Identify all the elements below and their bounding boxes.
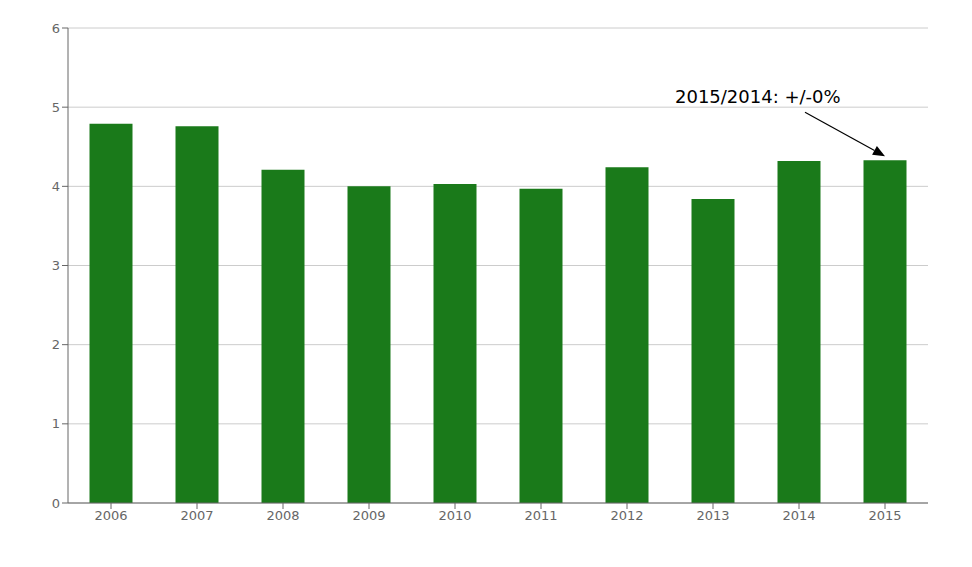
svg-text:2: 2 [52,337,60,352]
svg-text:2014: 2014 [782,508,815,523]
svg-text:2006: 2006 [94,508,127,523]
svg-text:4: 4 [52,179,60,194]
svg-text:2015: 2015 [868,508,901,523]
svg-text:2010: 2010 [438,508,471,523]
svg-text:2009: 2009 [352,508,385,523]
svg-text:1: 1 [52,416,60,431]
svg-text:0: 0 [52,496,60,511]
svg-text:2013: 2013 [696,508,729,523]
svg-text:2008: 2008 [266,508,299,523]
svg-text:2007: 2007 [180,508,213,523]
svg-text:6: 6 [52,21,60,36]
svg-text:3: 3 [52,258,60,273]
svg-text:2015/2014: +/-0%: 2015/2014: +/-0% [675,86,841,107]
svg-text:2012: 2012 [610,508,643,523]
svg-text:2011: 2011 [524,508,557,523]
svg-text:5: 5 [52,100,60,115]
